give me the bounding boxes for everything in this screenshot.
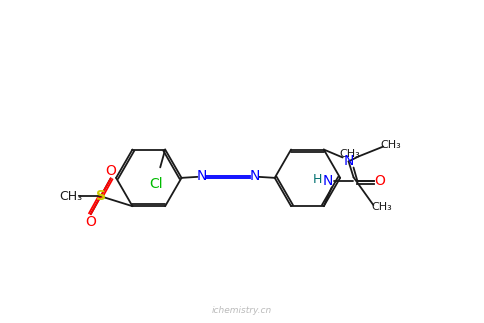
Text: ichemistry.cn: ichemistry.cn	[212, 306, 272, 315]
Text: CH₃: CH₃	[371, 202, 392, 212]
Text: CH₃: CH₃	[381, 140, 402, 150]
Text: N: N	[343, 154, 354, 168]
Text: O: O	[85, 215, 96, 229]
Text: CH₃: CH₃	[60, 190, 83, 203]
Text: Cl: Cl	[150, 177, 163, 191]
Text: N: N	[322, 174, 333, 188]
Text: N: N	[196, 169, 207, 183]
Text: O: O	[105, 163, 116, 178]
Text: N: N	[250, 169, 260, 183]
Text: H: H	[313, 173, 322, 186]
Text: S: S	[96, 189, 106, 203]
Text: O: O	[374, 174, 385, 188]
Text: CH₃: CH₃	[339, 149, 360, 159]
